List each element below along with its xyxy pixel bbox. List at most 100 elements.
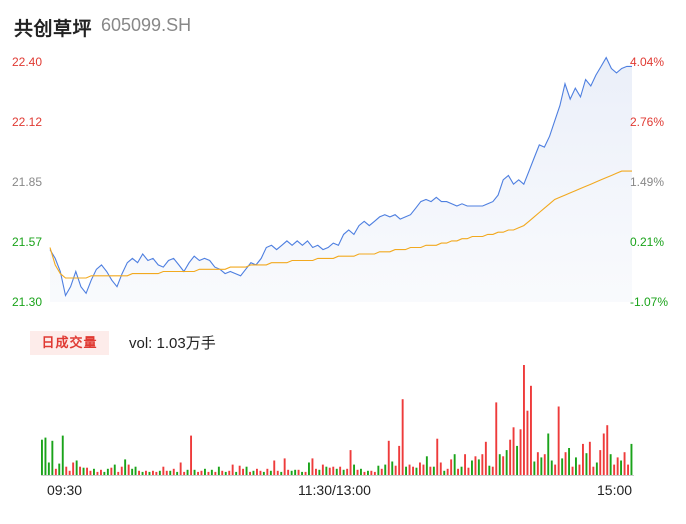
volume-bar [339, 466, 342, 475]
volume-bar [242, 468, 245, 475]
volume-bar [353, 464, 356, 475]
volume-bar [505, 450, 508, 475]
volume-bar [519, 429, 522, 475]
volume-bar [315, 468, 317, 475]
volume-bar [259, 470, 262, 475]
y-tick-right: 1.49% [630, 175, 665, 189]
volume-bar [627, 464, 630, 475]
volume-bar [471, 460, 473, 475]
volume-bar [516, 445, 519, 475]
volume-bar [228, 470, 231, 475]
volume-bar [176, 471, 179, 475]
volume-bar [408, 464, 411, 475]
volume-bar [266, 468, 269, 475]
volume-bar [204, 468, 206, 475]
volume-bar [526, 410, 529, 475]
volume-bar [262, 471, 265, 475]
volume-bar [380, 468, 383, 475]
volume-bar [509, 439, 512, 475]
volume-bar [269, 470, 272, 475]
volume-bar [311, 458, 314, 475]
volume-bar [54, 468, 57, 475]
volume-bar [623, 452, 626, 475]
volume-bar [82, 467, 85, 475]
volume-bar [391, 461, 394, 475]
volume-bar [419, 462, 421, 475]
volume-bar [495, 402, 498, 475]
y-tick-left: 21.85 [12, 175, 43, 189]
volume-bar [138, 470, 141, 475]
volume-bar [79, 466, 82, 475]
volume-bar [405, 466, 408, 475]
volume-bar [554, 464, 557, 475]
volume-bar [609, 454, 612, 475]
volume-bar [235, 471, 238, 475]
volume-bar [93, 468, 95, 475]
volume-bar [86, 467, 89, 475]
volume-bar [145, 470, 147, 475]
volume-bar [165, 470, 168, 475]
volume-bar [221, 470, 224, 475]
volume-bar [512, 427, 515, 475]
volume-bar [630, 443, 633, 475]
volume-bar [575, 457, 577, 475]
volume-bar [51, 440, 54, 475]
volume-bar [321, 464, 324, 475]
volume-bar [620, 460, 623, 475]
volume-bar [96, 471, 99, 475]
volume-bar [100, 469, 102, 475]
volume-bar [328, 467, 331, 475]
volume-bar [588, 441, 591, 475]
volume-bar [387, 440, 390, 475]
volume-bar [467, 467, 470, 475]
volume-bar [488, 465, 491, 475]
x-tick: 09:30 [47, 482, 83, 498]
volume-bar [179, 462, 182, 475]
volume-bar [436, 438, 439, 475]
stock-name: 共创草坪 [14, 19, 93, 40]
volume-bar [89, 470, 92, 475]
volume-bar [568, 448, 571, 475]
volume-bar [443, 470, 446, 475]
volume-bar [131, 468, 134, 475]
volume-bar [308, 462, 310, 475]
volume-bar [356, 469, 359, 475]
volume-bar [550, 460, 553, 475]
volume-bar [72, 462, 75, 475]
volume-bar [370, 470, 373, 475]
price-area-fill [50, 57, 632, 302]
volume-bar [245, 466, 248, 475]
volume-bar [384, 464, 387, 475]
volume-bar [557, 406, 560, 475]
volume-bar [297, 469, 300, 475]
volume-bar [571, 466, 574, 475]
volume-bar [422, 464, 425, 475]
y-tick-left: 22.12 [12, 115, 43, 129]
volume-bar [183, 471, 186, 475]
volume-bar [332, 466, 335, 475]
volume-bar [155, 471, 158, 475]
volume-bar [110, 467, 113, 475]
volume-bar [120, 466, 123, 475]
volume-bar [498, 454, 501, 475]
y-tick-right: 2.76% [630, 115, 665, 129]
volume-bar [148, 471, 151, 475]
volume-bar [197, 471, 200, 475]
volume-bar [117, 471, 120, 475]
volume-bar [342, 469, 345, 475]
volume-title-badge: 日成交量 [30, 331, 109, 355]
volume-bar [502, 456, 505, 475]
volume-bar [280, 471, 283, 475]
volume-bar [592, 466, 595, 475]
volume-bar [530, 385, 532, 475]
volume-bar [75, 460, 78, 475]
avg-price-line [49, 170, 632, 279]
volume-bar [578, 464, 581, 475]
volume-bar [169, 470, 172, 475]
volume-bar [200, 470, 203, 475]
volume-bar [47, 462, 50, 475]
volume-bar [585, 453, 588, 475]
volume-bar [224, 471, 227, 475]
volume-bar [207, 471, 210, 475]
